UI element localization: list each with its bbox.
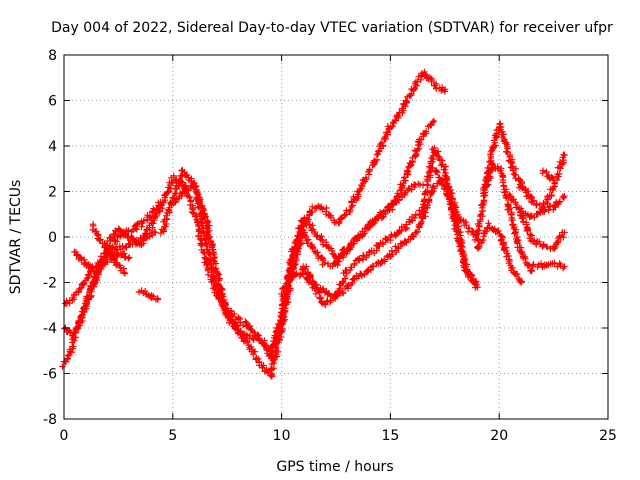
series-arc-13: [480, 160, 536, 275]
y-tick-label: 2: [48, 185, 57, 201]
y-tick-label: 6: [48, 94, 57, 110]
plus-markers-arc-16: [516, 209, 568, 252]
x-tick-label: 25: [599, 428, 617, 444]
plus-markers-arc-5: [89, 221, 129, 277]
y-tick-label: -8: [43, 412, 57, 428]
x-tick-label: 5: [168, 428, 177, 444]
plus-markers-arc-10: [299, 175, 481, 302]
x-axis-label: GPS time / hours: [276, 459, 393, 475]
plus-markers-arc-6: [135, 287, 162, 303]
series-arc-19: [539, 167, 557, 184]
series-arc-17: [529, 259, 568, 272]
x-tick-label: 15: [381, 428, 399, 444]
data-points: [59, 68, 568, 380]
x-tick-label: 10: [273, 428, 291, 444]
grid-lines: [64, 55, 608, 419]
y-tick-label: 8: [48, 48, 57, 64]
series-arc-14: [474, 220, 525, 286]
plus-markers-arc-14: [474, 220, 525, 286]
series-arc-10: [299, 175, 481, 302]
plus-markers-arc-18: [517, 178, 568, 215]
series-arc-6: [135, 287, 162, 303]
plus-markers-arc-13: [480, 160, 536, 275]
y-tick-label: -6: [43, 367, 57, 383]
chart-title: Day 004 of 2022, Sidereal Day-to-day VTE…: [51, 20, 613, 36]
series-arc-18: [517, 178, 568, 215]
axis-ticks: 0 5 10 15 20 25 -8 -6 -4 -2 0 2 4 6 8: [43, 48, 617, 444]
series-arc-8: [169, 117, 438, 362]
y-tick-label: -2: [43, 276, 57, 292]
plus-markers-arc-8: [169, 117, 438, 362]
y-tick-label: 4: [48, 139, 57, 155]
y-tick-label: -4: [43, 321, 57, 337]
x-tick-label: 0: [60, 428, 69, 444]
plus-markers-arc-11: [429, 164, 481, 244]
series-arc-11: [429, 164, 481, 244]
y-axis-label: SDTVAR / TECUs: [8, 180, 24, 295]
plus-markers-arc-17: [529, 259, 568, 272]
series-arc-5: [89, 221, 129, 277]
x-tick-label: 20: [490, 428, 508, 444]
y-tick-label: 0: [48, 230, 57, 246]
plus-markers-arc-19: [539, 167, 557, 184]
series-arc-16: [516, 209, 568, 252]
